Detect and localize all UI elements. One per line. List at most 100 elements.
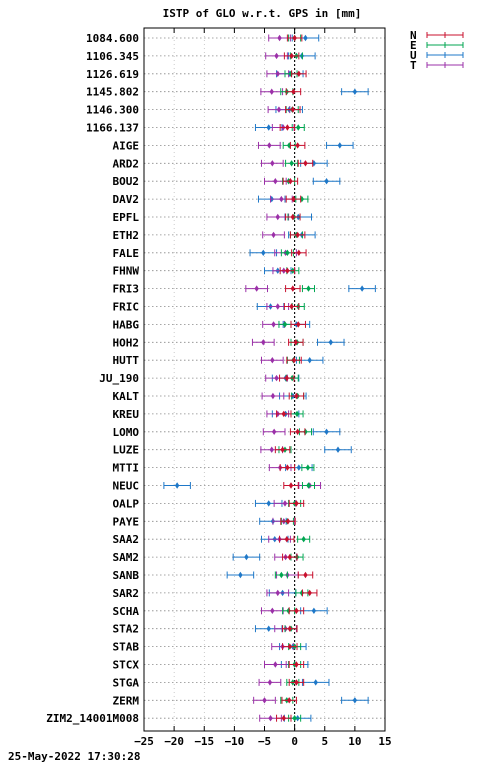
- x-tick-label: 10: [348, 735, 361, 748]
- point-T: [279, 195, 284, 203]
- station-label: 1084.600: [86, 32, 139, 45]
- x-tick-label: −15: [194, 735, 214, 748]
- point-T: [269, 446, 274, 453]
- point-N: [287, 697, 292, 704]
- point-U: [324, 178, 329, 185]
- point-U: [352, 697, 358, 704]
- station-label: JU_190: [99, 372, 139, 385]
- point-N: [287, 553, 293, 561]
- point-U: [337, 142, 343, 149]
- point-N: [291, 88, 296, 95]
- point-N: [285, 267, 290, 274]
- station-label: STCX: [113, 659, 140, 672]
- point-E: [282, 321, 288, 328]
- station-label: DAV2: [113, 193, 140, 206]
- point-U: [359, 285, 365, 292]
- station-label: LUZE: [113, 444, 140, 457]
- point-T: [275, 589, 280, 597]
- point-T: [267, 679, 273, 686]
- station-label: FALE: [113, 247, 140, 260]
- point-T: [271, 428, 277, 435]
- point-N: [290, 213, 296, 221]
- x-tick-label: −5: [258, 735, 271, 748]
- station-label: AIGE: [113, 139, 140, 152]
- point-N: [284, 374, 289, 382]
- station-label: FRIC: [113, 301, 140, 314]
- station-label: SAA2: [113, 533, 140, 546]
- station-label: 1106.345: [86, 50, 139, 63]
- point-N: [289, 303, 294, 310]
- point-N: [296, 70, 302, 77]
- grid-layer: [144, 28, 385, 731]
- point-N: [303, 160, 308, 167]
- point-N: [290, 106, 296, 113]
- point-N: [285, 464, 290, 471]
- point-N: [288, 482, 294, 489]
- point-U: [311, 607, 317, 614]
- point-N: [285, 518, 291, 525]
- station-label: PAYE: [113, 515, 140, 528]
- point-E: [279, 571, 284, 579]
- point-N: [288, 178, 293, 185]
- station-label: KALT: [113, 390, 140, 403]
- point-N: [303, 571, 308, 579]
- x-tick-label: 0: [291, 735, 298, 748]
- point-U: [335, 446, 341, 453]
- legend-label-U: U: [410, 49, 417, 62]
- station-label: 1166.137: [86, 122, 139, 135]
- point-E: [289, 160, 294, 167]
- point-E: [286, 607, 291, 614]
- point-T: [270, 357, 275, 364]
- point-N: [289, 52, 294, 60]
- station-label: KREU: [113, 408, 140, 421]
- legend-label-N: N: [410, 29, 417, 42]
- point-N: [281, 410, 286, 418]
- point-U: [328, 339, 333, 346]
- station-label: STAB: [113, 641, 140, 654]
- point-U: [303, 34, 308, 42]
- x-tick-label: −25: [134, 735, 154, 748]
- station-label: FRI3: [113, 283, 140, 296]
- point-U: [174, 482, 180, 489]
- point-T: [274, 52, 279, 60]
- marks-layer: [163, 34, 376, 722]
- point-T: [269, 88, 274, 95]
- point-N: [281, 715, 286, 722]
- point-E: [306, 285, 311, 292]
- point-N: [296, 249, 302, 256]
- point-T: [270, 392, 276, 400]
- point-T: [270, 607, 275, 614]
- legend-label-E: E: [410, 39, 417, 52]
- station-label: ZERM: [113, 694, 140, 707]
- point-T: [271, 321, 276, 328]
- station-label: MTTI: [113, 462, 140, 475]
- point-T: [267, 142, 272, 149]
- point-N: [295, 142, 300, 149]
- station-label: STA2: [113, 623, 140, 636]
- station-label: 1126.619: [86, 68, 139, 81]
- point-T: [270, 160, 275, 167]
- point-T: [273, 661, 278, 668]
- legend-label-T: T: [410, 59, 417, 72]
- point-U: [244, 553, 249, 561]
- point-T: [261, 339, 266, 346]
- station-label: SCHA: [113, 605, 140, 618]
- point-N: [294, 679, 299, 686]
- point-T: [275, 70, 280, 77]
- point-N: [296, 321, 301, 328]
- point-N: [290, 285, 296, 292]
- station-label: ARD2: [113, 157, 140, 170]
- point-E: [285, 249, 290, 256]
- station-labels: 1084.600 1106.345 1126.619 1145.802 1146.300…: [46, 32, 139, 725]
- point-N: [284, 536, 289, 543]
- point-N: [294, 661, 299, 668]
- station-label: ETH2: [113, 229, 140, 242]
- x-tick-label: −10: [224, 735, 244, 748]
- point-N: [295, 428, 300, 435]
- point-U: [307, 357, 312, 364]
- station-label: BOU2: [113, 175, 140, 188]
- point-N: [293, 339, 299, 346]
- station-label: OALP: [113, 497, 140, 510]
- station-label: 1146.300: [86, 104, 139, 117]
